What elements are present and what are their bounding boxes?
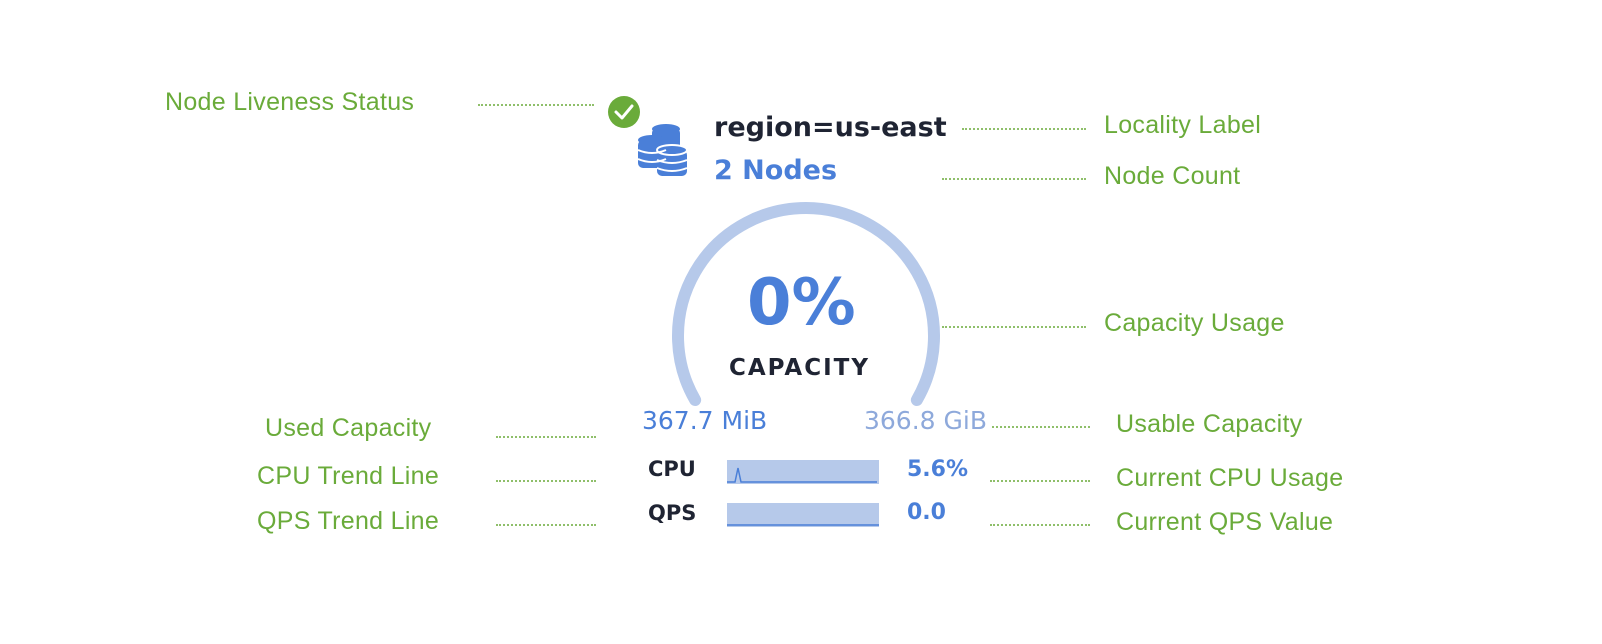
capacity-label: CAPACITY [729, 355, 871, 381]
usable-capacity: 366.8 GiB [864, 406, 987, 435]
leader-line [942, 326, 1086, 328]
database-stack-icon [637, 124, 688, 176]
leader-line [962, 128, 1086, 130]
qps-sparkline[interactable] [727, 503, 879, 527]
annotation-used-capacity: Used Capacity [265, 414, 432, 442]
annotation-cpu-trend: CPU Trend Line [257, 462, 440, 490]
qps-label: QPS [648, 501, 697, 525]
leader-line [478, 104, 594, 106]
annotation-usable-capacity: Usable Capacity [1116, 410, 1303, 438]
locality-label: region=us-east [714, 112, 947, 143]
leader-line [990, 524, 1090, 526]
leader-line [992, 426, 1090, 428]
annotation-cpu-current: Current CPU Usage [1116, 464, 1344, 492]
leader-line [496, 524, 596, 526]
annotation-node-count: Node Count [1104, 162, 1241, 190]
annotation-qps-current: Current QPS Value [1116, 508, 1334, 536]
cpu-value: 5.6% [907, 457, 969, 482]
annotation-liveness: Node Liveness Status [165, 88, 415, 116]
annotation-capacity-usage: Capacity Usage [1104, 309, 1285, 337]
cpu-label: CPU [648, 457, 696, 481]
used-capacity: 367.7 MiB [642, 406, 768, 435]
cpu-sparkline[interactable] [727, 460, 879, 484]
leader-line [942, 178, 1086, 180]
leader-line [990, 480, 1090, 482]
annotation-qps-trend: QPS Trend Line [257, 507, 440, 535]
node-count[interactable]: 2 Nodes [714, 155, 838, 186]
capacity-percent: 0% [747, 266, 856, 340]
leader-line [496, 480, 596, 482]
leader-line [496, 436, 596, 438]
annotation-locality: Locality Label [1104, 111, 1262, 139]
qps-value: 0.0 [907, 500, 946, 525]
check-circle-icon [608, 96, 640, 128]
